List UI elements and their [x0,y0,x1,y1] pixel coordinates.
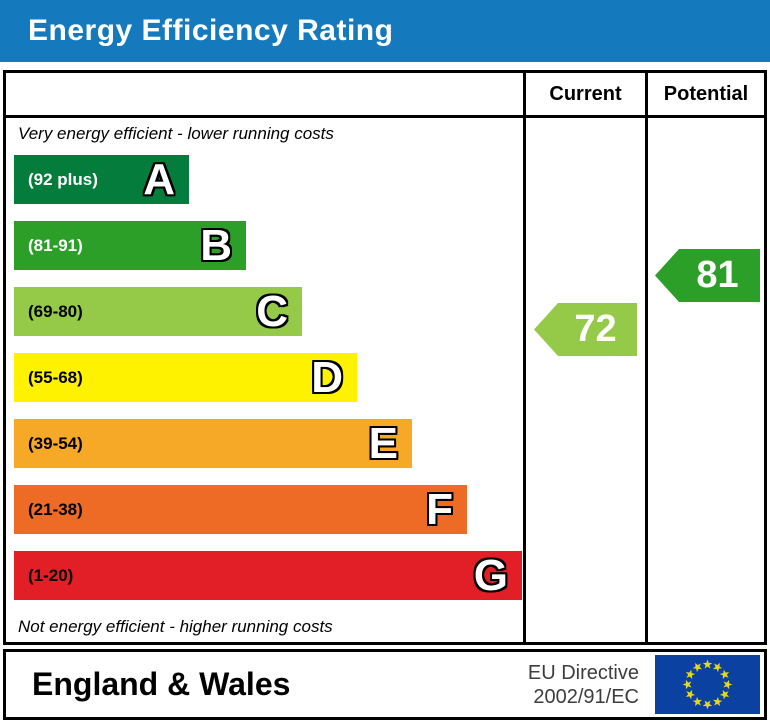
band-letter-a: A [143,155,175,204]
band-row-b: (81-91) B [14,221,246,270]
rating-table: Current Potential Very energy efficient … [3,70,767,645]
eu-flag [655,655,760,714]
potential-column: 81 [645,118,764,642]
eu-directive-label: EU Directive 2002/91/EC [528,661,639,709]
region-label: England & Wales [32,666,291,702]
caption-top: Very energy efficient - lower running co… [18,124,334,143]
rating-scale-header-cell [6,73,523,118]
potential-column-header: Potential [645,73,764,118]
band-row-d: (55-68) D [14,353,357,402]
band-range-e: (39-54) [28,433,83,453]
potential-rating-arrow: 81 [655,249,760,302]
band-row-g: (1-20) G [14,551,522,600]
band-letter-d: D [311,353,343,402]
eu-directive-line2: 2002/91/EC [533,685,639,708]
title-bar: Energy Efficiency Rating [0,0,770,62]
band-row-c: (69-80) C [14,287,302,336]
current-rating-value: 72 [574,308,617,350]
eu-flag-icon [655,655,760,714]
band-range-f: (21-38) [28,499,83,519]
caption-bottom: Not energy efficient - higher running co… [18,617,333,636]
potential-rating-value: 81 [696,254,739,296]
band-range-d: (55-68) [28,367,83,387]
band-letter-c: C [256,287,288,336]
band-row-a: (92 plus) A [14,155,189,204]
eu-directive-line1: EU Directive [527,661,639,684]
band-range-b: (81-91) [28,235,83,255]
band-range-a: (92 plus) [28,169,98,189]
current-rating-arrow: 72 [534,303,637,356]
band-letter-f: F [426,485,453,534]
band-range-g: (1-20) [28,565,74,585]
footer: England & Wales EU Directive 2002/91/EC [3,649,767,720]
band-letter-g: G [473,551,508,600]
band-letter-e: E [368,419,398,468]
band-letter-b: B [200,221,232,270]
band-row-f: (21-38) F [14,485,467,534]
band-range-c: (69-80) [28,301,83,321]
bands-area: Very energy efficient - lower running co… [6,118,523,642]
band-list: (92 plus) A (81-91) B (69-80) C (55-68) … [14,155,523,600]
band-row-e: (39-54) E [14,419,412,468]
current-column: 72 [523,118,645,642]
page-title: Energy Efficiency Rating [28,14,394,47]
current-column-header: Current [523,73,645,118]
